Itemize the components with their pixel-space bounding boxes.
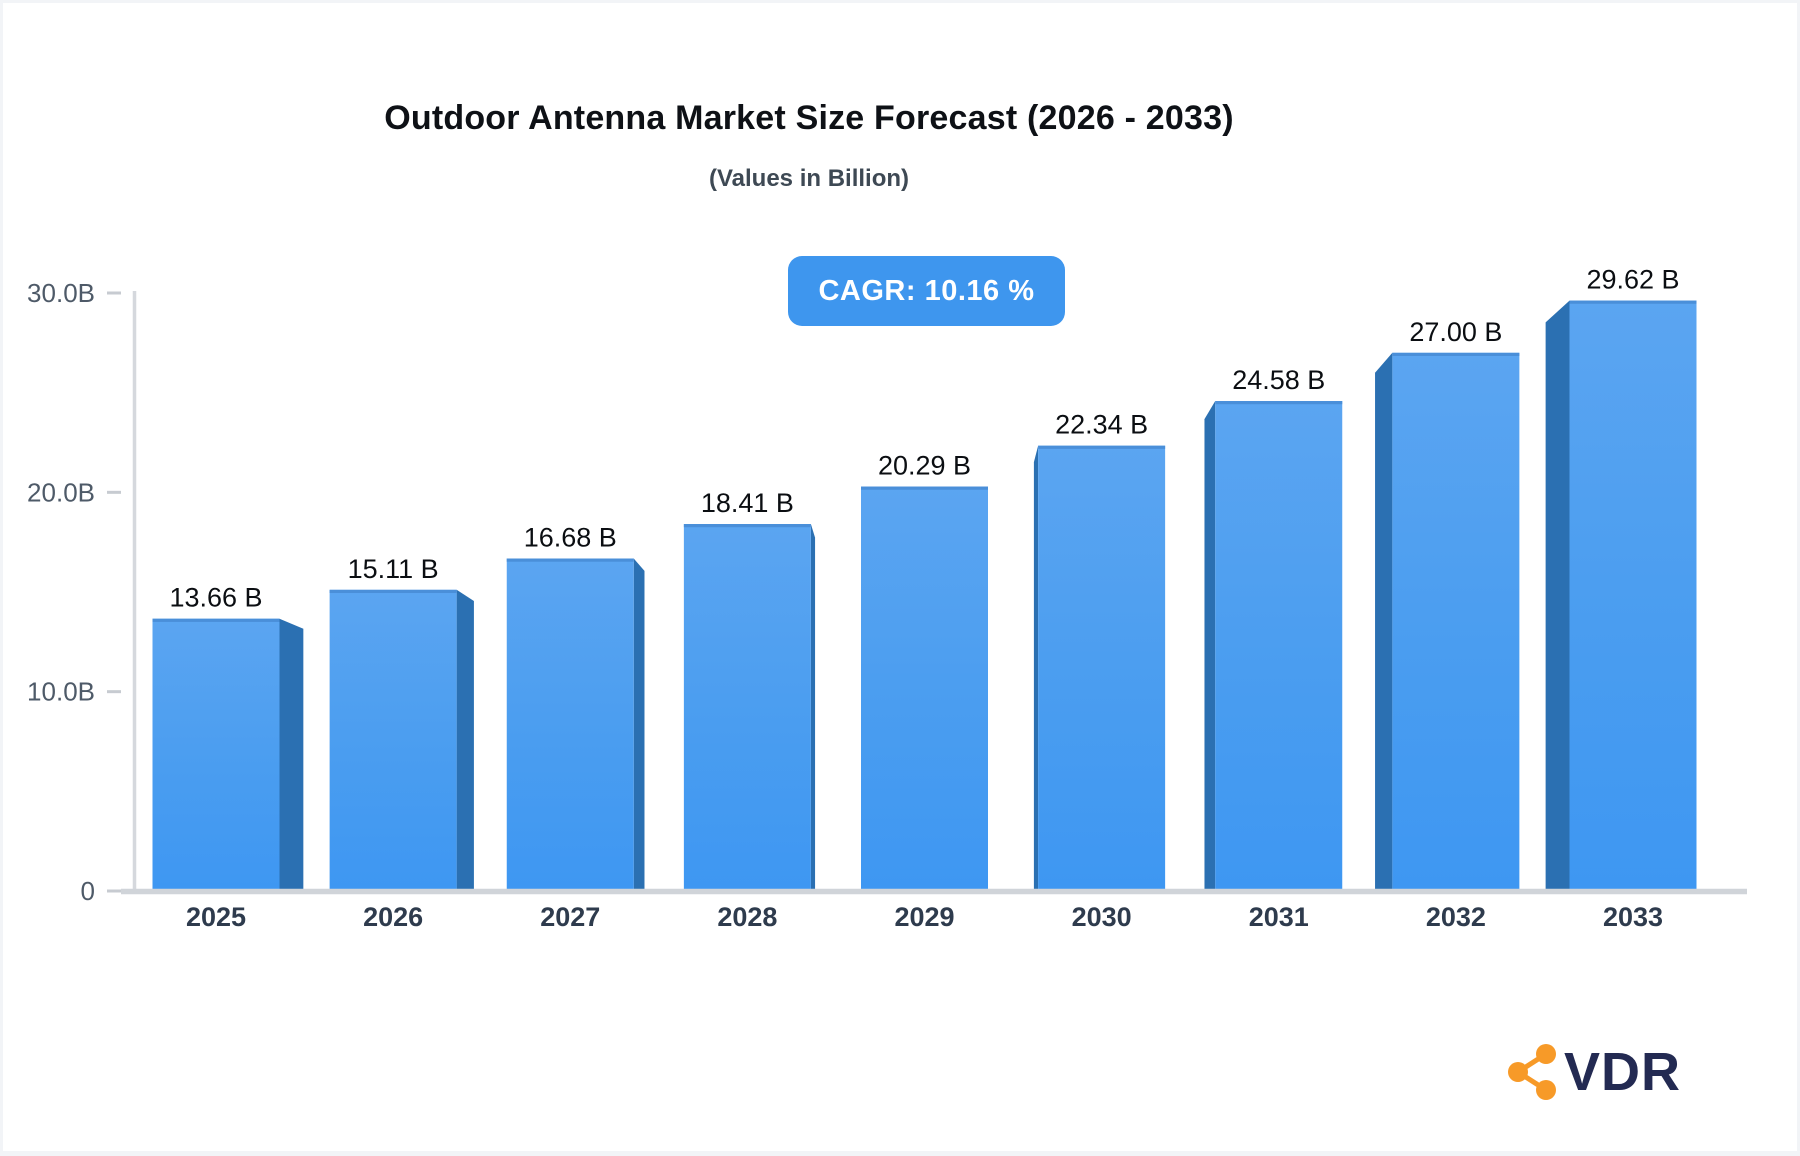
bar-side-face bbox=[456, 589, 474, 889]
brand-logo-text: VDR bbox=[1564, 1042, 1682, 1102]
bar-side-face bbox=[279, 618, 304, 889]
bar-2030: 22.34 B bbox=[1033, 410, 1166, 889]
bar-front-face bbox=[861, 486, 988, 889]
bar-top-edge bbox=[506, 558, 634, 562]
cagr-badge: CAGR: 10.16 % bbox=[788, 256, 1065, 326]
bar-front-face bbox=[152, 618, 280, 889]
bar-side-face bbox=[810, 524, 816, 889]
bar-front-face bbox=[1038, 445, 1166, 889]
bar-top-edge bbox=[1392, 352, 1520, 356]
bar-value-label: 24.58 B bbox=[1232, 365, 1325, 395]
x-axis-label: 2029 bbox=[894, 902, 954, 932]
y-tick-label: 20.0B bbox=[27, 477, 95, 507]
bar-top-edge bbox=[329, 589, 457, 594]
bar-value-label: 13.66 B bbox=[169, 583, 262, 613]
chart-title: Outdoor Antenna Market Size Forecast (20… bbox=[384, 99, 1234, 137]
cagr-badge-label: CAGR: 10.16 % bbox=[818, 274, 1035, 307]
bar-value-label: 29.62 B bbox=[1586, 265, 1679, 295]
y-tick-label: 30.0B bbox=[27, 278, 95, 308]
bar-value-label: 20.29 B bbox=[878, 451, 971, 481]
bar-top-edge bbox=[861, 486, 988, 490]
bar-value-label: 18.41 B bbox=[701, 488, 794, 518]
bar-value-label: 16.68 B bbox=[524, 523, 617, 553]
bar-front-face bbox=[329, 589, 457, 889]
bar-2029: 20.29 B bbox=[861, 451, 988, 889]
bar-value-label: 22.34 B bbox=[1055, 410, 1148, 440]
bar-side-face bbox=[1545, 300, 1570, 889]
bar-2031: 24.58 B bbox=[1204, 365, 1343, 889]
x-axis-label: 2027 bbox=[540, 902, 600, 932]
chart-subtitle: (Values in Billion) bbox=[708, 165, 910, 192]
x-axis-label: 2032 bbox=[1426, 902, 1486, 932]
bar-chart-canvas: 0 10.0B 20.0B 30.0B 13.66 B 15.11 B 16.68 B 18.… bbox=[27, 265, 1747, 932]
bar-top-edge bbox=[1215, 401, 1343, 405]
y-tick-label: 0 bbox=[81, 876, 95, 906]
bar-front-face bbox=[1215, 401, 1343, 889]
share-network-icon bbox=[1508, 1044, 1556, 1100]
x-axis-label: 2030 bbox=[1072, 902, 1132, 932]
bar-front-face bbox=[506, 558, 634, 889]
bar-2032: 27.00 B bbox=[1375, 317, 1520, 889]
x-axis-label: 2026 bbox=[363, 902, 423, 932]
bar-front-face bbox=[1569, 300, 1697, 889]
bar-top-edge bbox=[1038, 445, 1166, 449]
bar-value-label: 15.11 B bbox=[348, 554, 439, 584]
bar-2033: 29.62 B bbox=[1545, 265, 1697, 889]
x-axis-label: 2033 bbox=[1603, 902, 1663, 932]
bar-side-face bbox=[1204, 401, 1216, 889]
bar-top-edge bbox=[1569, 300, 1697, 304]
bar-front-face bbox=[1392, 352, 1520, 889]
bar-value-label: 27.00 B bbox=[1409, 317, 1502, 347]
bar-side-face bbox=[633, 558, 645, 889]
bar-2026: 15.11 B bbox=[329, 554, 474, 889]
x-axis-label: 2028 bbox=[717, 902, 777, 932]
x-axis-label: 2031 bbox=[1249, 902, 1309, 932]
bar-top-edge bbox=[152, 618, 280, 622]
bar-side-face bbox=[1033, 445, 1039, 889]
bar-2025: 13.66 B bbox=[152, 583, 304, 889]
bar-side-face bbox=[1375, 352, 1393, 889]
bar-2028: 18.41 B bbox=[683, 488, 816, 889]
bar-top-edge bbox=[683, 524, 811, 528]
bar-front-face bbox=[683, 524, 811, 889]
y-tick-label: 10.0B bbox=[27, 677, 95, 707]
bar-2027: 16.68 B bbox=[506, 523, 645, 889]
x-axis-label: 2025 bbox=[186, 902, 246, 932]
brand-logo: VDR bbox=[1508, 1043, 1681, 1101]
